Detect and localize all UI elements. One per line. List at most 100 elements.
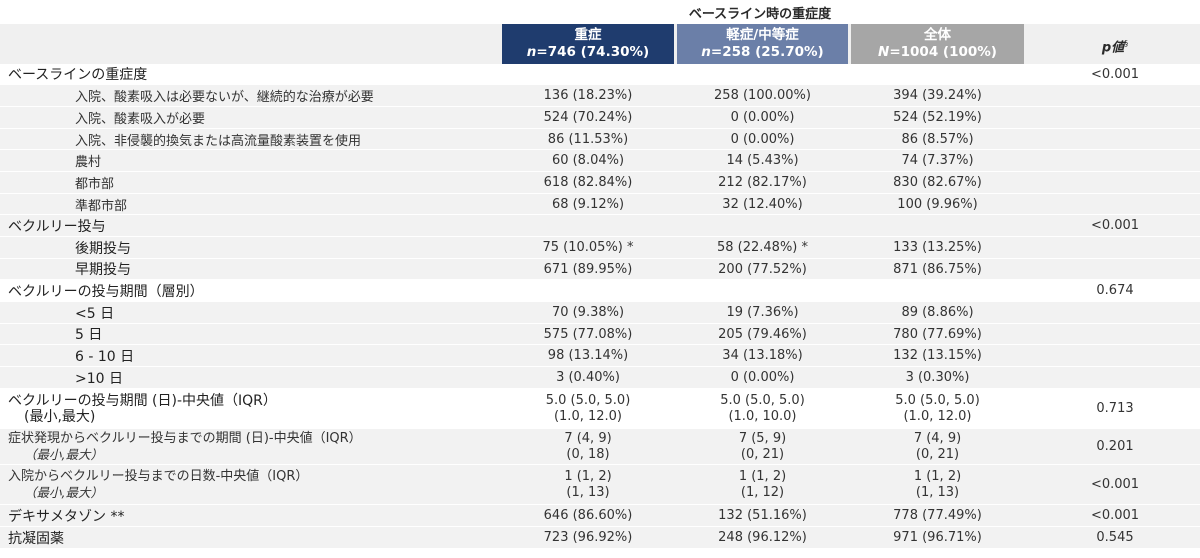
cell-mild: 34 (13.18%) <box>722 348 803 363</box>
cell-severe: 723 (96.92%) <box>543 530 633 545</box>
row-label: 都市部 <box>75 177 115 192</box>
cell-mild-line1: 5.0 (5.0, 5.0) <box>720 392 805 408</box>
p-value: 0.713 <box>1096 401 1134 416</box>
cell-mild: 258 (100.00%) <box>714 88 811 103</box>
table-row: 症状発現からベクルリー投与までの期間 (日)-中央値（IQR） （最小,最大） … <box>0 429 1200 465</box>
cell-mild: 32 (12.40%) <box>722 196 803 212</box>
table-row: ベクルリーの投与期間 (日)-中央値（IQR） (最小,最大) 5.0 (5.0… <box>0 389 1200 429</box>
table-row: >10 日 3 (0.40%) 0 (0.00%) 3 (0.30%) <box>0 367 1200 389</box>
table-row: 早期投与 671 (89.95%) 200 (77.52%) 871 (86.7… <box>0 259 1200 280</box>
table-row: ベクルリー投与 <0.001 <box>0 215 1200 237</box>
cell-mild-line2: (1.0, 10.0) <box>728 408 797 424</box>
row-label: ベクルリー投与 <box>8 218 106 235</box>
row-label: 5 日 <box>75 327 103 343</box>
table-row: ベースラインの重症度 <0.001 <box>0 64 1200 85</box>
cell-total: 3 (0.30%) <box>905 370 970 385</box>
col-header-mild: 軽症/中等症 n=258 (25.70%) <box>677 24 848 64</box>
table-row: デキサメタゾン ** 646 (86.60%) 132 (51.16%) 778… <box>0 505 1200 527</box>
p-value: <0.001 <box>1090 508 1140 523</box>
table-row: 後期投与 75 (10.05%) * 58 (22.48%) * 133 (13… <box>0 237 1200 259</box>
cell-total: 5.0 (5.0, 5.0) (1.0, 12.0) <box>851 389 1024 428</box>
cell-total: 524 (52.19%) <box>893 110 982 125</box>
cell-severe-line2: (1.0, 12.0) <box>553 408 622 424</box>
cell-severe: 136 (18.23%) <box>543 88 633 103</box>
cell-mild: 0 (0.00%) <box>730 110 795 125</box>
cell-mild-line1: 1 (1, 2) <box>738 468 787 484</box>
col-n-mild: n=258 (25.70%) <box>701 44 824 60</box>
table-row: ベクルリーの投与期間（層別） 0.674 <box>0 280 1200 302</box>
cell-severe-line2: (0, 18) <box>566 446 610 462</box>
row-label: ベクルリーの投与期間 (日)-中央値（IQR） (最小,最大) <box>8 389 498 428</box>
cell-total-line2: (1.0, 12.0) <box>903 408 972 424</box>
cell-total: 132 (13.15%) <box>893 348 982 363</box>
cell-severe: 60 (8.04%) <box>551 153 625 168</box>
cell-severe-line2: (1, 13) <box>566 484 610 500</box>
row-label-line2: (最小,最大) <box>24 408 96 425</box>
p-value: 0.545 <box>1096 530 1134 545</box>
cell-severe: 5.0 (5.0, 5.0) (1.0, 12.0) <box>502 389 674 428</box>
p-value: <0.001 <box>1090 66 1140 82</box>
cell-total: 780 (77.69%) <box>893 326 982 342</box>
cell-total: 830 (82.67%) <box>893 175 982 190</box>
row-label: 抗凝固薬 <box>8 530 64 547</box>
row-label: 準都市部 <box>75 198 128 214</box>
cell-severe: 1 (1, 2) (1, 13) <box>502 465 674 504</box>
cell-mild: 1 (1, 2) (1, 12) <box>677 465 848 504</box>
cell-mild: 19 (7.36%) <box>726 305 799 320</box>
cell-total: 89 (8.86%) <box>901 305 974 320</box>
cell-total: 100 (9.96%) <box>897 196 978 212</box>
cell-severe: 524 (70.24%) <box>543 110 633 125</box>
table-row: 準都市部 68 (9.12%) 32 (12.40%) 100 (9.96%) <box>0 194 1200 215</box>
col-title-mild: 軽症/中等症 <box>726 27 799 43</box>
cell-mild-line2: (0, 21) <box>740 446 785 462</box>
cell-total-line2: (1, 13) <box>915 484 960 500</box>
cell-mild: 0 (0.00%) <box>730 131 795 147</box>
row-label: <5 日 <box>75 305 115 322</box>
cell-severe-line1: 7 (4, 9) <box>564 430 612 446</box>
cell-mild: 132 (51.16%) <box>718 508 807 523</box>
col-header-severe: 重症 n=746 (74.30%) <box>502 24 674 64</box>
col-n-total: N=1004 (100%) <box>878 44 997 60</box>
cell-total: 133 (13.25%) <box>893 240 982 255</box>
col-n-severe: n=746 (74.30%) <box>526 44 650 60</box>
cell-severe: 75 (10.05%) * <box>542 240 634 255</box>
row-label: 入院からベクルリー投与までの日数-中央値（IQR） （最小,最大） <box>8 465 498 504</box>
section-mark: § <box>1124 39 1129 48</box>
table-row: 6 - 10 日 98 (13.14%) 34 (13.18%) 132 (13… <box>0 345 1200 367</box>
row-label: ベクルリーの投与期間（層別） <box>8 283 204 300</box>
row-label: 入院、非侵襲的換気または高流量酸素装置を使用 <box>75 133 362 149</box>
row-label: 農村 <box>75 155 102 170</box>
table-row: 抗凝固薬 723 (96.92%) 248 (96.12%) 971 (96.7… <box>0 527 1200 549</box>
cell-severe: 70 (9.38%) <box>551 305 625 320</box>
table-row: 入院、酸素吸入は必要ないが、継続的な治療が必要 136 (18.23%) 258… <box>0 85 1200 107</box>
cell-total: 971 (96.71%) <box>893 530 982 545</box>
row-label-line2: （最小,最大） <box>24 446 103 462</box>
col-title-p: p値 <box>1101 40 1125 56</box>
cell-severe: 646 (86.60%) <box>543 508 633 523</box>
row-label: 後期投与 <box>75 240 131 257</box>
row-label-line1: ベクルリーの投与期間 (日)-中央値（IQR） <box>8 392 277 409</box>
p-value: <0.001 <box>1090 218 1140 233</box>
row-label: 症状発現からベクルリー投与までの期間 (日)-中央値（IQR） （最小,最大） <box>8 429 498 464</box>
table-row: 農村 60 (8.04%) 14 (5.43%) 74 (7.37%) <box>0 150 1200 172</box>
row-label: >10 日 <box>75 370 123 387</box>
cell-severe: 671 (89.95%) <box>543 261 633 277</box>
cell-total: 86 (8.57%) <box>901 131 974 147</box>
p-value: 0.674 <box>1096 283 1134 298</box>
row-label: デキサメタゾン ** <box>8 508 125 525</box>
cell-total: 778 (77.49%) <box>893 508 982 523</box>
cell-severe: 575 (77.08%) <box>543 326 633 342</box>
p-value: <0.001 <box>1090 477 1140 492</box>
table-row: <5 日 70 (9.38%) 19 (7.36%) 89 (8.86%) <box>0 302 1200 324</box>
cell-mild: 248 (96.12%) <box>718 530 807 545</box>
cell-mild: 200 (77.52%) <box>718 261 807 277</box>
cell-total: 394 (39.24%) <box>893 88 982 103</box>
cell-total-line1: 1 (1, 2) <box>913 468 962 484</box>
col-title-severe: 重症 <box>574 27 602 43</box>
row-label: 6 - 10 日 <box>75 348 135 365</box>
col-header-total: 全体 N=1004 (100%) <box>851 24 1024 64</box>
cell-total-line1: 5.0 (5.0, 5.0) <box>895 392 980 408</box>
row-label-line1: 入院からベクルリー投与までの日数-中央値（IQR） <box>8 468 309 484</box>
row-label: 早期投与 <box>75 262 131 278</box>
